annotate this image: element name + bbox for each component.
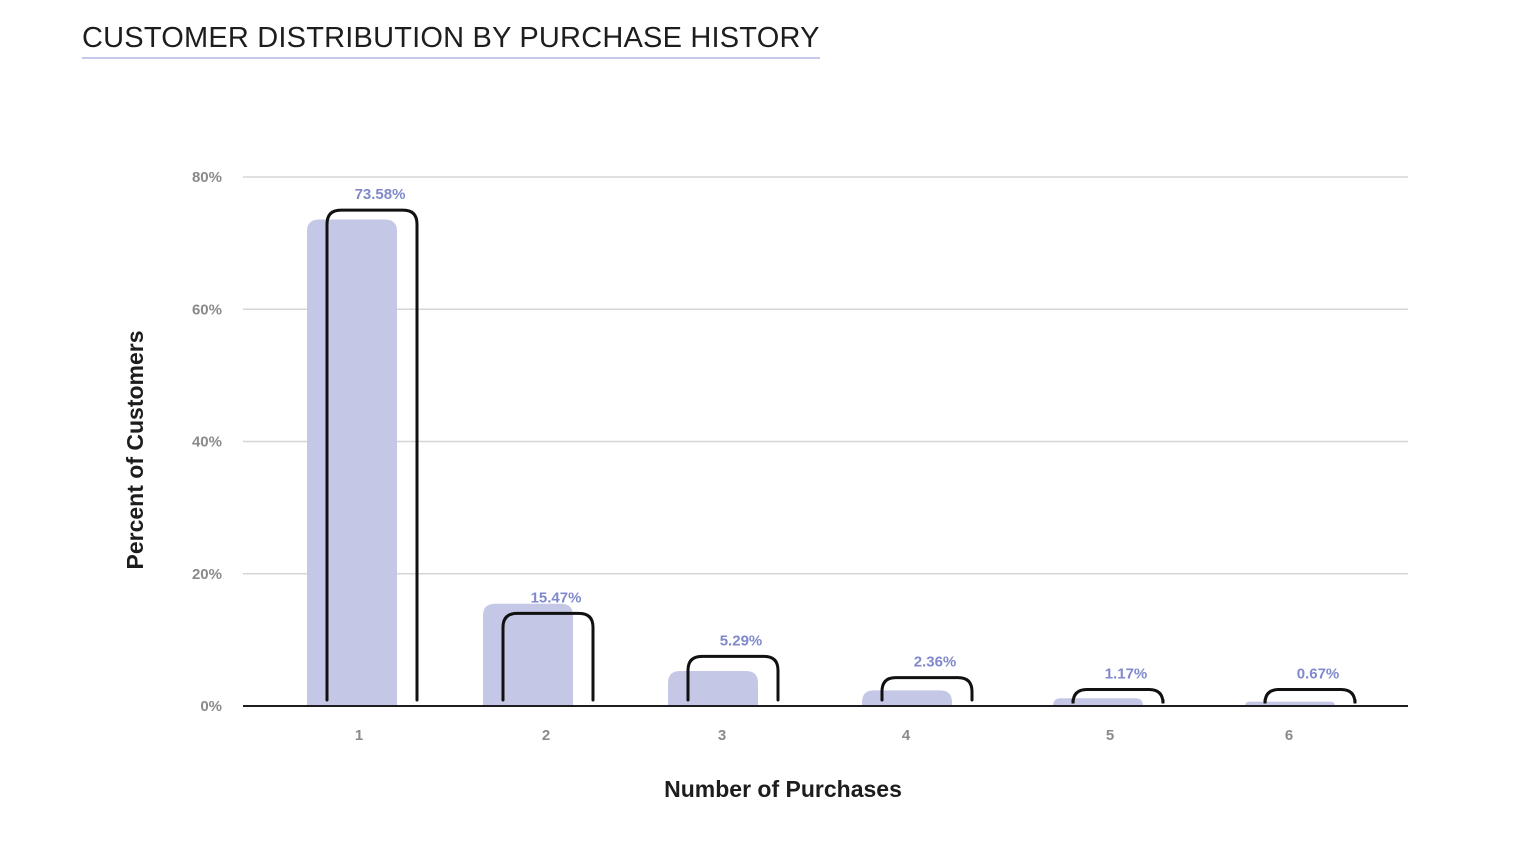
y-tick-label: 40% xyxy=(192,434,222,451)
x-tick-label: 3 xyxy=(718,727,726,744)
bars xyxy=(307,219,1335,706)
chart-title: CUSTOMER DISTRIBUTION BY PURCHASE HISTOR… xyxy=(82,22,820,59)
y-axis-title: Percent of Customers xyxy=(122,330,148,569)
bar xyxy=(483,603,573,706)
bar xyxy=(862,690,952,706)
data-label: 2.36% xyxy=(914,654,957,671)
bar-outline xyxy=(1263,687,1357,704)
bar-outline xyxy=(1071,687,1165,704)
x-tick-label: 4 xyxy=(902,727,911,744)
tick-labels: 0% 20% 40% 60% 80% 1 2 3 4 5 6 xyxy=(192,169,1293,744)
data-label: 1.17% xyxy=(1105,665,1148,682)
y-tick-label: 20% xyxy=(192,566,222,583)
bar xyxy=(668,671,758,706)
x-tick-label: 2 xyxy=(542,727,550,744)
data-label: 73.58% xyxy=(355,186,406,203)
x-tick-label: 5 xyxy=(1106,727,1114,744)
data-label: 5.29% xyxy=(720,632,763,649)
data-label: 15.47% xyxy=(531,589,582,606)
x-axis-title: Number of Purchases xyxy=(664,776,902,802)
data-labels: 73.58% 15.47% 5.29% 2.36% 1.17% 0.67% xyxy=(355,186,1340,682)
x-tick-label: 1 xyxy=(355,727,363,744)
data-label: 0.67% xyxy=(1297,665,1340,682)
bar-outline xyxy=(686,654,780,702)
gridlines xyxy=(243,176,1408,575)
bar-outline xyxy=(880,676,974,702)
bar xyxy=(1053,698,1143,706)
bar xyxy=(1245,701,1335,706)
bar-outlines xyxy=(325,208,1357,704)
x-tick-label: 6 xyxy=(1285,727,1293,744)
bar-outline xyxy=(501,611,595,702)
y-tick-label: 60% xyxy=(192,301,222,318)
bar-outline xyxy=(325,208,419,702)
y-tick-label: 80% xyxy=(192,169,222,186)
bar xyxy=(307,219,397,706)
y-tick-label: 0% xyxy=(200,698,222,715)
